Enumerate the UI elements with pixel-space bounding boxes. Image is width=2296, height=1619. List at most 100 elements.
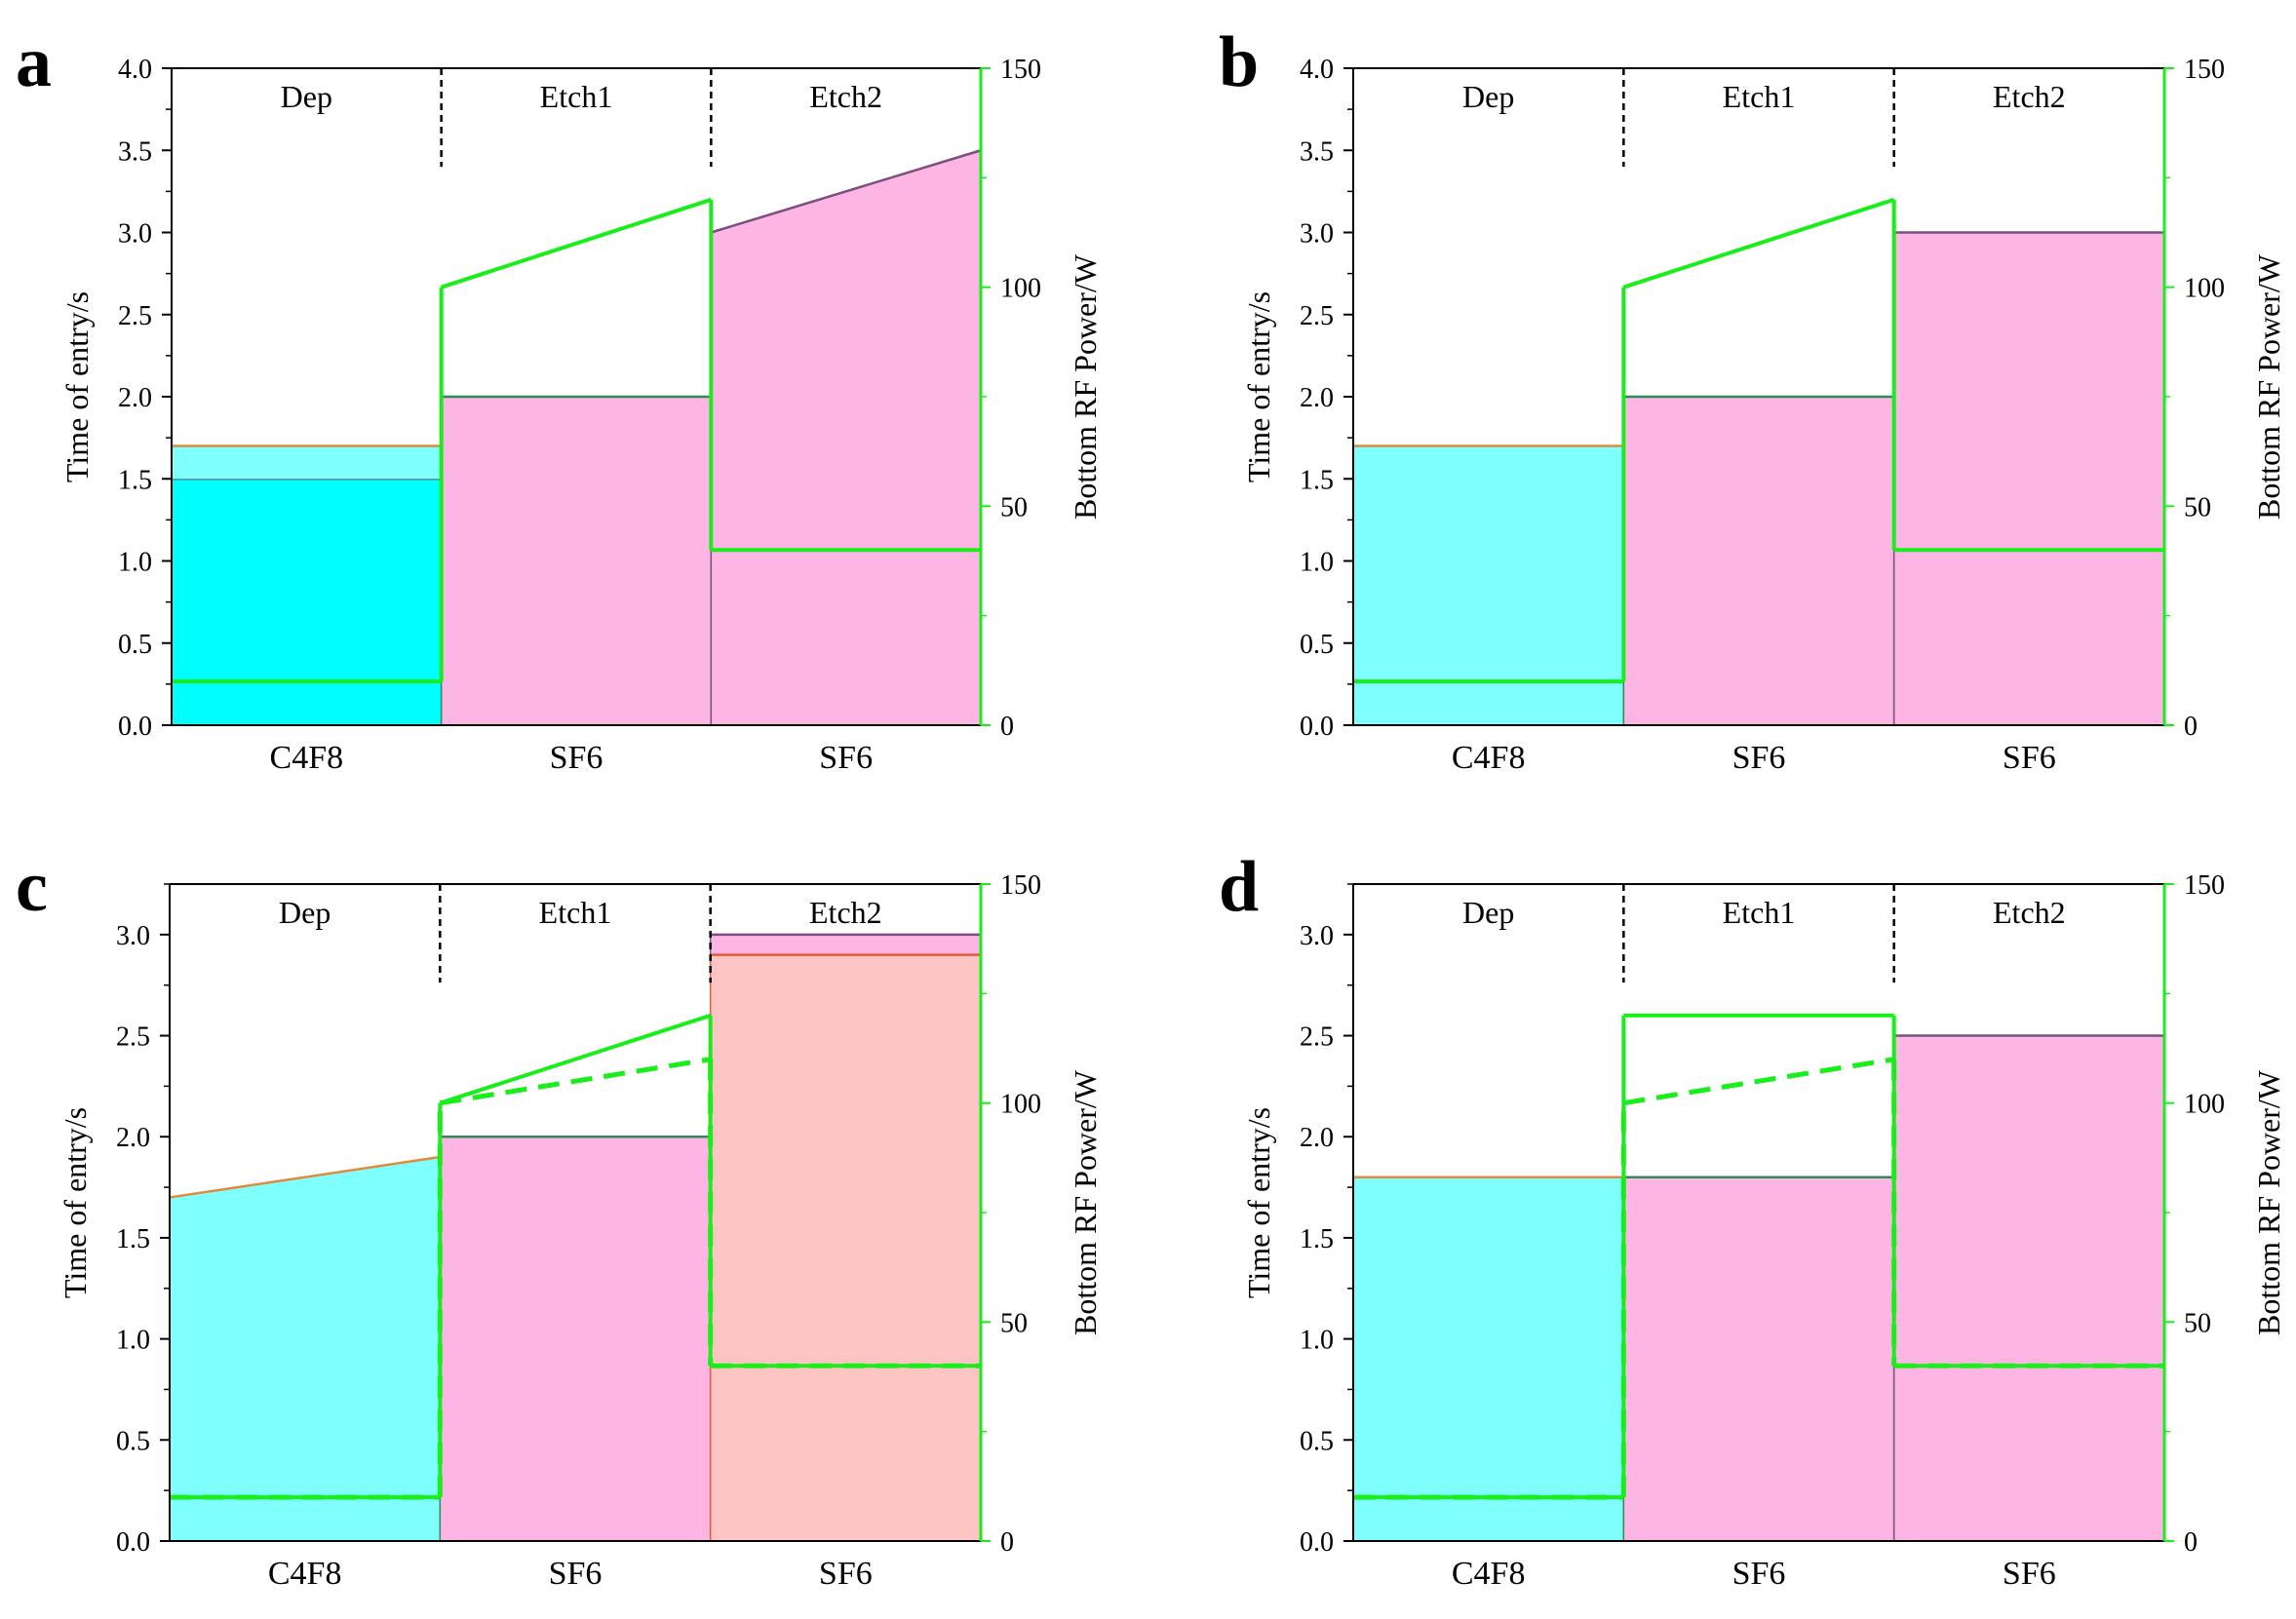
phase-label-etch1: Etch1 <box>1723 79 1796 114</box>
y2-axis-title: Bottom RF Power/W <box>2251 1069 2286 1335</box>
y-tick-label: 0.0 <box>118 712 152 742</box>
rf-power-line-solid-1 <box>441 197 712 289</box>
y-tick-label: 3.0 <box>118 219 152 250</box>
y-tick-label: 0.5 <box>116 1426 150 1456</box>
area-fill-2 <box>1893 232 2164 725</box>
y2-tick-label: 150 <box>1000 55 1041 85</box>
gas-label: SF6 <box>819 1556 873 1592</box>
y-tick-label: 0.5 <box>1300 1426 1334 1456</box>
y-tick-label: 1.0 <box>118 548 152 578</box>
y2-axis-title: Bottom RF Power/W <box>1068 1069 1103 1335</box>
gas-label: SF6 <box>1732 740 1786 776</box>
y-tick-label: 0.0 <box>116 1527 150 1558</box>
chart-panel-c: 0.0 0.5 1.0 1.5 2.0 2.5 3.0 0 50 100 150 Dep Etch1 Et… <box>16 847 1103 1592</box>
gas-label: SF6 <box>2003 1556 2056 1592</box>
y-axis-title: Time of entry/s <box>59 291 95 482</box>
gas-label: C4F8 <box>1452 1556 1526 1592</box>
area-fill-2 <box>441 397 712 725</box>
gas-label: SF6 <box>550 740 603 776</box>
y2-tick-label: 100 <box>2184 274 2225 304</box>
panel-letter: b <box>1219 22 1259 102</box>
rf-power-line-solid-1 <box>439 1013 712 1105</box>
area-fill-0 <box>170 1156 441 1541</box>
gas-label: C4F8 <box>268 1556 342 1592</box>
y2-tick-label: 0 <box>2184 1527 2198 1558</box>
y-tick-label: 1.5 <box>1300 465 1334 495</box>
y2-tick-label: 50 <box>1000 1308 1028 1338</box>
area-fill-0 <box>1353 1176 1624 1541</box>
chart-panel-d: 0.0 0.5 1.0 1.5 2.0 2.5 3.0 0 50 100 150 Dep Etch1 Et… <box>1219 847 2286 1592</box>
y-tick-label: 2.0 <box>1300 1123 1334 1153</box>
y-tick-label: 3.5 <box>1300 136 1334 167</box>
rf-power-line-dashed-1 <box>1622 1057 1895 1106</box>
y2-tick-label: 0 <box>1000 1527 1014 1558</box>
y-tick-label: 0.5 <box>1300 630 1334 660</box>
y-axis-title: Time of entry/s <box>1241 291 1276 482</box>
y-tick-label: 2.5 <box>118 301 152 331</box>
chart-panel-a: 0.0 0.5 1.0 1.5 2.0 2.5 3.0 3.5 4.0 0 50 100 150 Dep E… <box>16 22 1103 776</box>
chart-panel-b: 0.0 0.5 1.0 1.5 2.0 2.5 3.0 3.5 4.0 0 50 100 150 Dep E… <box>1219 22 2286 776</box>
rf-power-line-dashed-1 <box>439 1057 712 1106</box>
phase-label-dep: Dep <box>279 895 331 930</box>
y2-tick-label: 50 <box>2184 492 2211 522</box>
area-fill-1 <box>440 1137 711 1541</box>
y-tick-label: 0.0 <box>1300 712 1334 742</box>
phase-label-dep: Dep <box>281 79 332 114</box>
y-tick-label: 1.5 <box>116 1224 150 1254</box>
gas-label: SF6 <box>819 740 873 776</box>
y-tick-label: 3.0 <box>116 921 150 951</box>
area-fill-2 <box>710 934 981 955</box>
y2-tick-label: 150 <box>1000 870 1041 901</box>
y-tick-label: 2.5 <box>116 1022 150 1053</box>
y2-tick-label: 150 <box>2184 870 2225 901</box>
y-tick-label: 1.0 <box>116 1326 150 1356</box>
y2-tick-label: 100 <box>1000 274 1041 304</box>
y2-tick-label: 100 <box>1000 1090 1041 1120</box>
y-tick-label: 0.0 <box>1300 1527 1334 1558</box>
y-tick-label: 2.5 <box>1300 301 1334 331</box>
area-fill-1 <box>1623 397 1894 725</box>
phase-label-etch2: Etch2 <box>1993 79 2066 114</box>
y-tick-label: 3.0 <box>1300 219 1334 250</box>
y-tick-label: 4.0 <box>1300 55 1334 85</box>
y-tick-label: 0.5 <box>118 630 152 660</box>
y-axis-title: Time of entry/s <box>1241 1107 1276 1298</box>
area-fill-1 <box>1623 1176 1894 1541</box>
phase-label-etch2: Etch2 <box>1993 895 2066 930</box>
y-tick-label: 2.0 <box>118 383 152 413</box>
panel-letter: c <box>16 847 48 927</box>
gas-label: SF6 <box>549 1556 603 1592</box>
phase-label-etch2: Etch2 <box>809 79 882 114</box>
y-axis-title: Time of entry/s <box>58 1107 93 1298</box>
area-fill-1 <box>172 445 442 480</box>
y2-tick-label: 0 <box>2184 712 2198 742</box>
y-tick-label: 2.0 <box>116 1123 150 1153</box>
y2-tick-label: 50 <box>1000 492 1028 522</box>
gas-label: C4F8 <box>1452 740 1526 776</box>
gas-label: C4F8 <box>270 740 344 776</box>
area-top-edge-0 <box>169 1155 441 1199</box>
phase-label-dep: Dep <box>1462 79 1514 114</box>
y-tick-label: 3.5 <box>118 136 152 167</box>
panel-letter: a <box>16 22 52 102</box>
y-tick-label: 3.0 <box>1300 921 1334 951</box>
y-tick-label: 1.5 <box>118 465 152 495</box>
y2-axis-title: Bottom RF Power/W <box>1068 253 1103 520</box>
y-tick-label: 2.5 <box>1300 1022 1334 1053</box>
phase-label-etch1: Etch1 <box>540 79 613 114</box>
phase-label-etch1: Etch1 <box>539 895 612 930</box>
y-tick-label: 1.0 <box>1300 1326 1334 1356</box>
area-fill-0 <box>1353 445 1624 725</box>
phase-label-etch1: Etch1 <box>1723 895 1796 930</box>
y2-tick-label: 50 <box>2184 1308 2211 1338</box>
area-fill-3 <box>710 954 981 1541</box>
area-fill-3 <box>711 150 981 725</box>
y-tick-label: 4.0 <box>118 55 152 85</box>
area-fill-0 <box>172 479 442 725</box>
y-tick-label: 2.0 <box>1300 383 1334 413</box>
y2-axis-title: Bottom RF Power/W <box>2251 253 2286 520</box>
y2-tick-label: 0 <box>1000 712 1014 742</box>
rf-power-line-solid-1 <box>1622 197 1895 289</box>
area-fill-2 <box>1893 1035 2164 1541</box>
